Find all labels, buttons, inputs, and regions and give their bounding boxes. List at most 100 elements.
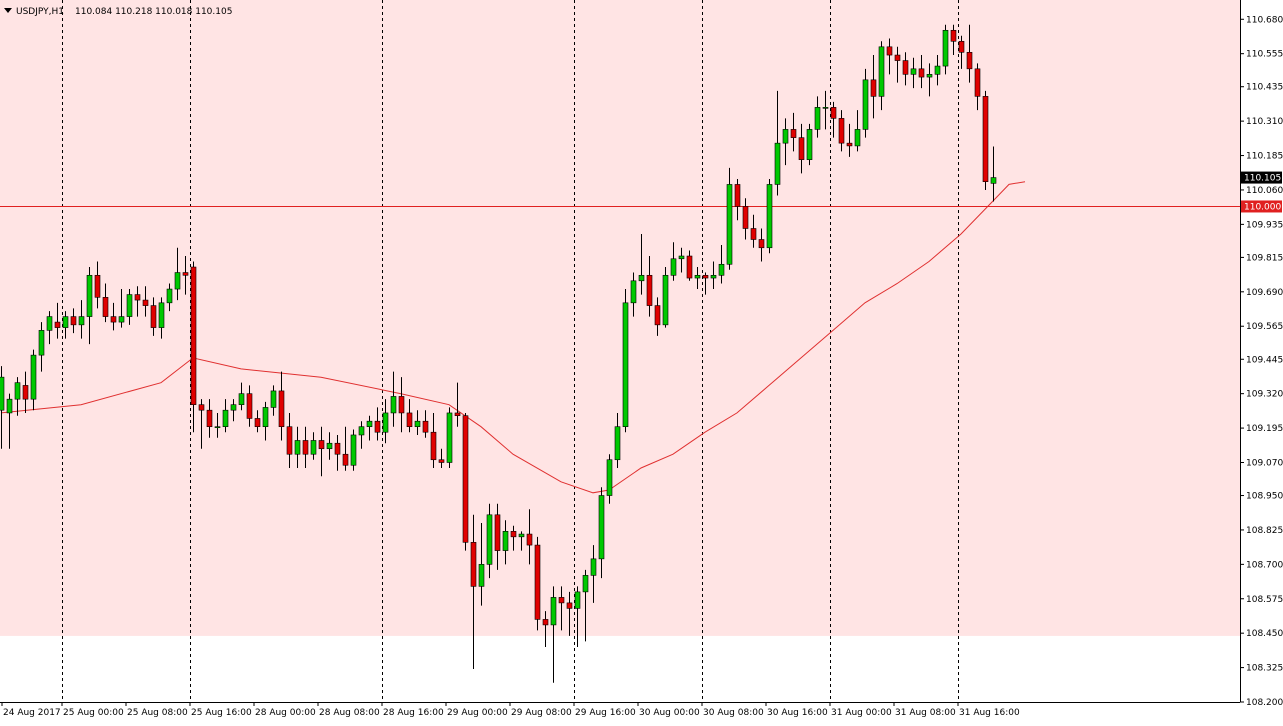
candle: [150, 297, 157, 336]
bull-candle-body: [390, 396, 397, 414]
bull-candle-body: [726, 184, 733, 265]
candle: [654, 297, 661, 336]
bull-candle-body: [174, 272, 181, 290]
shaded-price-zone: [0, 0, 1240, 636]
x-tick-label: 25 Aug 16:00: [191, 708, 252, 718]
bull-candle-body: [934, 65, 941, 75]
bear-candle-body: [838, 118, 845, 144]
y-tick-label: 109.565: [1246, 322, 1283, 332]
candle: [798, 123, 805, 174]
candle: [518, 531, 525, 551]
candle: [22, 371, 29, 413]
candle: [806, 123, 813, 166]
bear-candle-body: [886, 46, 893, 56]
bear-candle-body: [958, 40, 965, 53]
y-tick-label: 108.325: [1246, 664, 1283, 674]
bull-candle-body: [662, 274, 669, 326]
bull-candle-body: [78, 316, 85, 326]
candle: [6, 393, 13, 449]
bear-candle-body: [246, 393, 253, 419]
x-tick-label: 31 Aug 08:00: [895, 708, 956, 718]
candle: [398, 377, 405, 433]
candle: [118, 289, 125, 328]
bull-candle-body: [118, 316, 125, 323]
bull-candle-body: [158, 302, 165, 328]
candle: [14, 377, 21, 416]
candle: [54, 302, 61, 339]
candle: [462, 412, 469, 551]
bear-candle-body: [318, 440, 325, 450]
bear-candle-body: [870, 79, 877, 97]
y-tick-label: 109.320: [1246, 390, 1283, 400]
candle: [526, 509, 533, 565]
bear-candle-body: [134, 294, 141, 301]
bear-candle-body: [286, 426, 293, 455]
bear-candle-body: [70, 316, 77, 326]
candle: [494, 503, 501, 570]
candle: [958, 35, 965, 69]
moving-average-line: [0, 181, 1026, 494]
bull-candle-body: [926, 74, 933, 78]
bull-candle-body: [942, 29, 949, 67]
candle: [902, 52, 909, 86]
bull-candle-body: [678, 255, 685, 260]
candle: [814, 96, 821, 138]
candle: [894, 46, 901, 83]
bear-candle-body: [198, 404, 205, 411]
x-tick-label: 29 Aug 16:00: [575, 708, 636, 718]
candle: [846, 123, 853, 157]
bull-candle-body: [478, 564, 485, 587]
candle: [534, 536, 541, 631]
candle: [878, 41, 885, 111]
candle: [270, 385, 277, 416]
candle: [70, 308, 77, 334]
candle: [470, 514, 477, 669]
bear-candle-body: [654, 305, 661, 326]
bear-candle-body: [846, 142, 853, 147]
candle: [686, 250, 693, 281]
candle: [94, 261, 101, 309]
bear-candle-body: [742, 206, 749, 229]
candle: [678, 247, 685, 273]
candle: [334, 434, 341, 471]
y-tick-label: 109.070: [1246, 458, 1283, 468]
candle: [230, 399, 237, 422]
chart-menu-dropdown-icon[interactable]: [4, 8, 12, 13]
bear-candle-body: [918, 68, 925, 78]
bear-candle-body: [894, 54, 901, 61]
bull-candle-body: [270, 390, 277, 408]
bear-candle-body: [422, 420, 429, 433]
candle: [126, 289, 133, 325]
bull-candle-body: [910, 68, 917, 75]
bull-candle-body: [358, 426, 365, 436]
bull-candle-body: [222, 409, 229, 428]
bear-candle-body: [54, 321, 61, 328]
bear-candle-body: [734, 184, 741, 207]
candle: [910, 57, 917, 89]
candle: [990, 146, 997, 202]
candle: [286, 412, 293, 468]
candle: [262, 401, 269, 441]
bull-candle-body: [630, 280, 637, 304]
current-price-tag-box: [1241, 171, 1282, 184]
x-tick-label: 28 Aug 08:00: [319, 708, 380, 718]
y-tick-label: 109.935: [1246, 220, 1283, 230]
bull-candle-body: [6, 398, 13, 414]
candle: [862, 68, 869, 138]
bear-candle-body: [142, 299, 149, 306]
bull-candle-body: [414, 420, 421, 428]
bull-candle-body: [718, 263, 725, 276]
candle: [142, 286, 149, 317]
candle: [942, 24, 949, 75]
bear-candle-body: [470, 542, 477, 587]
candle: [382, 399, 389, 444]
bull-candle-body: [366, 420, 373, 428]
symbol-label: USDJPY,H1: [16, 7, 64, 17]
bear-candle-body: [558, 597, 565, 604]
candle: [110, 302, 117, 331]
bull-candle-body: [694, 274, 701, 279]
candle: [198, 399, 205, 449]
bear-candle-body: [398, 396, 405, 414]
candle: [694, 267, 701, 290]
